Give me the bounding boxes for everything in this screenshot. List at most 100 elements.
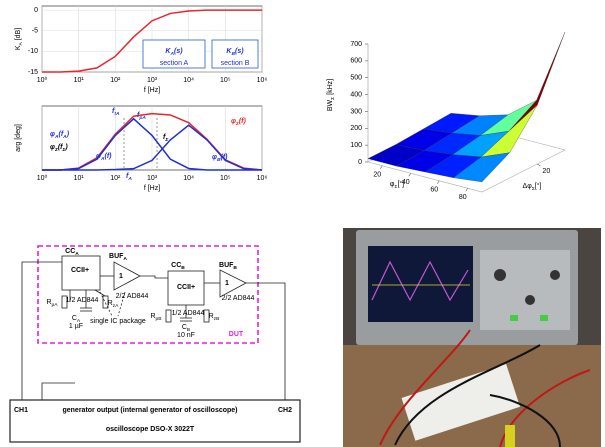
knob bbox=[550, 270, 560, 280]
subscript: A bbox=[127, 176, 132, 182]
cca-box bbox=[61, 255, 101, 291]
wire bbox=[94, 289, 106, 297]
text-part: 1/2 AD844 bbox=[172, 310, 205, 317]
schematic-label: single IC package bbox=[90, 318, 146, 325]
x-axis-label: f [Hz] bbox=[144, 185, 160, 192]
subscript: pB bbox=[156, 316, 162, 322]
y-tick-label: -10 bbox=[28, 48, 38, 55]
schematic-label: 1 bbox=[119, 273, 123, 280]
subscript: Σ bbox=[532, 186, 535, 192]
x-tick-label: 40 bbox=[402, 179, 410, 186]
text-part: f bbox=[112, 108, 115, 115]
photo bbox=[343, 228, 601, 447]
x-tick-label: 10⁶ bbox=[257, 175, 268, 182]
text-part: BUF bbox=[219, 262, 234, 269]
text-part: [°] bbox=[535, 182, 542, 190]
text-part: 1 bbox=[119, 273, 123, 280]
x-tick bbox=[408, 173, 411, 177]
subscript: A bbox=[100, 156, 105, 162]
text-part: 2/2 AD844 bbox=[116, 293, 149, 300]
subscript: Σ bbox=[164, 137, 168, 143]
annotation: φB(f) bbox=[212, 154, 228, 163]
x-tick-label: 10⁰ bbox=[37, 174, 48, 182]
subscript: Σ bbox=[62, 147, 66, 153]
annotation: fpA bbox=[137, 112, 146, 121]
schematic-label: BUFB bbox=[219, 262, 237, 271]
text-part: φ bbox=[96, 153, 101, 160]
annotation-box bbox=[211, 39, 259, 69]
schematic-label: CCA bbox=[65, 248, 79, 257]
text-part: φ bbox=[50, 131, 55, 138]
y-axis-label: ΔφΣ[°] bbox=[523, 182, 542, 192]
annotation: φA(f) bbox=[96, 153, 112, 162]
subscript: pA bbox=[52, 302, 59, 308]
text-part: [°] bbox=[397, 180, 404, 188]
text-part: f bbox=[126, 173, 129, 180]
schematic-label: DUT bbox=[229, 331, 244, 338]
x-tick-label: 10¹ bbox=[74, 175, 85, 182]
subscript: B bbox=[187, 327, 190, 333]
text-part: [kHz] bbox=[327, 79, 334, 97]
subscript: Σ bbox=[235, 121, 239, 127]
schematic-label: CCII+ bbox=[177, 284, 195, 291]
connector bbox=[505, 425, 515, 447]
text-part: single IC package bbox=[90, 318, 146, 325]
knob bbox=[525, 295, 535, 305]
text-part: φ bbox=[231, 118, 236, 125]
text-part: K bbox=[226, 48, 232, 55]
text-part: CC bbox=[171, 262, 181, 269]
text-part: (f) bbox=[239, 118, 247, 125]
text-part: K bbox=[165, 48, 171, 55]
text-part: 2/2 AD844 bbox=[222, 295, 255, 302]
bufb bbox=[219, 269, 247, 298]
z-tick-label: 500 bbox=[350, 75, 362, 82]
surface-patch bbox=[453, 152, 511, 183]
oscilloscope-box bbox=[9, 399, 301, 443]
y-axis-label: KA [dB] bbox=[15, 28, 24, 50]
subscript: Σ bbox=[394, 184, 397, 190]
schematic-label: oscilloscope DSO-X 3022T bbox=[106, 426, 195, 433]
schematic-drawing bbox=[9, 245, 301, 443]
annotation: φA(fA) bbox=[50, 131, 70, 140]
subscript: B bbox=[217, 157, 221, 163]
text-part: (f) bbox=[104, 153, 112, 160]
schematic-label: generator output (internal generator of … bbox=[62, 407, 237, 414]
text-part: CCII+ bbox=[71, 267, 89, 274]
subscript: A bbox=[75, 251, 79, 257]
text-part: 10 nF bbox=[177, 332, 195, 339]
breadboard bbox=[401, 363, 521, 441]
text-part: ) bbox=[66, 131, 70, 138]
schematic-label: RzB bbox=[209, 313, 220, 322]
schematic-label: CH1 bbox=[14, 407, 28, 414]
text-part: (f bbox=[58, 144, 63, 151]
button bbox=[540, 315, 548, 321]
text-part: CH2 bbox=[278, 407, 292, 414]
subscript: pA bbox=[138, 115, 146, 121]
subscript: A bbox=[169, 51, 174, 57]
text-part: R bbox=[209, 313, 214, 320]
text-part: (f bbox=[58, 131, 63, 138]
annotation-caption: section B bbox=[221, 60, 250, 67]
resistor bbox=[165, 309, 172, 323]
x-tick-label: 10⁴ bbox=[183, 175, 194, 182]
schematic-label: 1 µF bbox=[69, 323, 83, 330]
x-tick-label: 60 bbox=[430, 187, 438, 194]
annotation-caption: section A bbox=[160, 60, 189, 67]
annotation: fΣ bbox=[163, 134, 168, 143]
x-axis-label: φΣ[°] bbox=[390, 180, 404, 190]
x-tick-label: 10⁵ bbox=[220, 77, 231, 84]
schematic-label: CCB bbox=[171, 262, 185, 271]
subscript: tA bbox=[114, 111, 120, 117]
schematic-label: BUFA bbox=[109, 253, 127, 262]
wire bbox=[379, 329, 471, 446]
text-part: φ bbox=[390, 181, 395, 188]
subscript: zA bbox=[113, 303, 119, 309]
schematic-label: 2/2 AD844 bbox=[222, 295, 255, 302]
annotation: φΣ(f) bbox=[231, 118, 246, 127]
x-tick-label: 10³ bbox=[147, 175, 158, 182]
leader bbox=[117, 291, 126, 317]
text-part: oscilloscope DSO-X 3022T bbox=[106, 426, 195, 433]
text-part: (s) bbox=[174, 48, 183, 55]
subscript: Σ bbox=[330, 97, 336, 100]
